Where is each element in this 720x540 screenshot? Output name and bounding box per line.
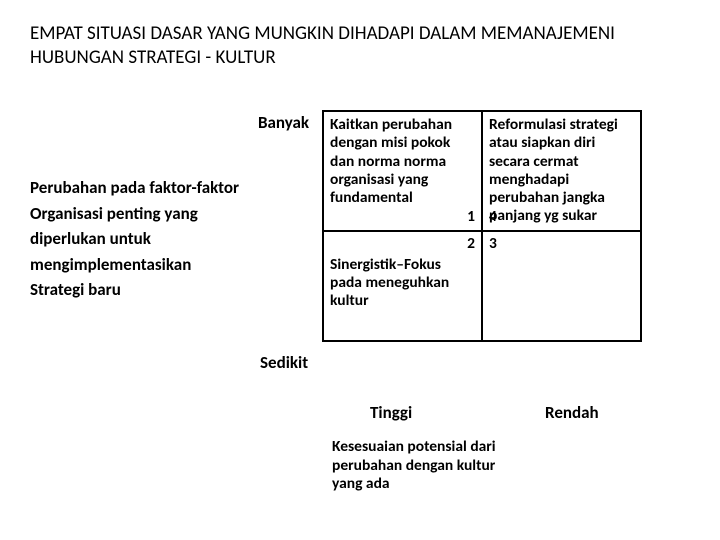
quadrant-4: Reformulasi strategi atau siapkan diri s…: [482, 111, 641, 231]
quadrant-number: 1: [467, 208, 475, 226]
y-axis-line: Organisasi penting yang: [30, 201, 250, 227]
quadrant-number: 3: [489, 235, 497, 253]
quadrant-1: Kaitkan perubahan dengan misi pokok dan …: [323, 111, 482, 231]
quadrant-number: 4: [489, 208, 497, 226]
y-axis-top-label: Banyak: [258, 112, 309, 133]
x-axis-label: Kesesuaian potensial dari perubahan deng…: [332, 438, 512, 494]
y-axis-line: Strategi baru: [30, 277, 250, 303]
y-axis-bottom-label: Sedikit: [260, 352, 308, 373]
quadrant-number: 2: [467, 235, 475, 253]
y-axis-line: Perubahan pada faktor-faktor: [30, 175, 250, 201]
x-axis-left-label: Tinggi: [370, 402, 412, 423]
y-axis-line: diperlukan untuk: [30, 226, 250, 252]
quadrant-text: Reformulasi strategi atau siapkan diri s…: [489, 116, 634, 226]
x-axis-right-label: Rendah: [545, 402, 599, 423]
matrix-2x2: Kaitkan perubahan dengan misi pokok dan …: [322, 110, 642, 342]
quadrant-text: Kaitkan perubahan dengan misi pokok dan …: [330, 116, 475, 207]
quadrant-text: Sinergistik–Fokus pada meneguhkan kultur: [330, 256, 475, 311]
page-title: EMPAT SITUASI DASAR YANG MUNGKIN DIHADAP…: [30, 22, 690, 70]
y-axis-label: Perubahan pada faktor-faktor Organisasi …: [30, 175, 250, 303]
quadrant-3: 3: [482, 231, 641, 341]
quadrant-2: 2 Sinergistik–Fokus pada meneguhkan kult…: [323, 231, 482, 341]
y-axis-line: mengimplementasikan: [30, 252, 250, 278]
